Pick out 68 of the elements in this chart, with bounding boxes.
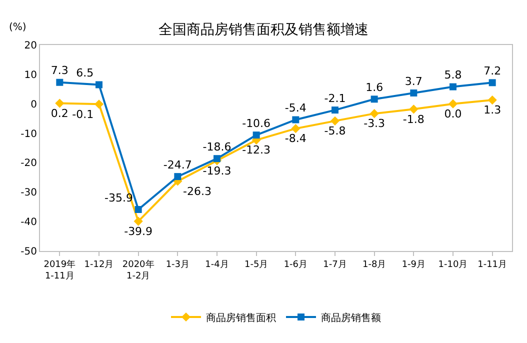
data-label: -0.1 bbox=[72, 108, 94, 121]
point bbox=[134, 216, 143, 226]
point bbox=[214, 155, 220, 162]
data-label: -12.3 bbox=[242, 144, 271, 157]
legend-label: 商品房销售额 bbox=[321, 312, 381, 324]
data-label: -3.3 bbox=[364, 117, 386, 130]
data-label: -10.6 bbox=[242, 116, 271, 130]
data-label: 1.3 bbox=[484, 104, 502, 117]
data-label: -18.6 bbox=[202, 140, 232, 154]
data-label: 6.5 bbox=[76, 66, 94, 80]
data-label: 0.0 bbox=[444, 107, 462, 120]
point bbox=[291, 124, 300, 134]
point bbox=[134, 206, 142, 214]
point bbox=[488, 95, 497, 105]
x-tick-label: 1-5月 bbox=[244, 260, 268, 270]
point bbox=[332, 106, 338, 114]
data-label: -5.4 bbox=[284, 102, 306, 115]
data-label: -39.9 bbox=[124, 224, 153, 238]
point bbox=[55, 98, 64, 108]
x-tick-label: 1-4月 bbox=[205, 260, 229, 270]
y-tick-label: -20 bbox=[20, 158, 37, 170]
point bbox=[370, 96, 378, 103]
point bbox=[330, 116, 340, 126]
x-tick-label: 1-7月 bbox=[323, 260, 347, 270]
chart-title: 全国商品房销售面积及销售额增速 bbox=[158, 22, 368, 38]
data-label: -24.7 bbox=[163, 158, 192, 172]
data-label: 7.3 bbox=[50, 64, 68, 78]
point bbox=[56, 78, 64, 86]
x-tick-label: 1-11月 bbox=[478, 260, 508, 270]
y-tick-label: -50 bbox=[20, 246, 37, 258]
x-tick-label: 1-10月 bbox=[438, 260, 468, 270]
point bbox=[488, 79, 496, 86]
point bbox=[94, 100, 104, 109]
data-label: -19.3 bbox=[202, 164, 232, 178]
x-tick-label: 2019年 1-11月 bbox=[44, 258, 76, 282]
data-label: -8.4 bbox=[284, 132, 306, 146]
y-tick-label: -30 bbox=[20, 188, 37, 199]
data-label: -2.1 bbox=[324, 92, 346, 105]
point bbox=[409, 104, 418, 114]
x-tick-label: 1-9月 bbox=[402, 260, 426, 270]
point bbox=[292, 116, 300, 124]
x-tick-label: 1-3月 bbox=[166, 260, 190, 270]
data-label: 5.8 bbox=[444, 68, 462, 82]
data-label: 1.6 bbox=[366, 81, 384, 94]
data-label: 7.2 bbox=[484, 64, 502, 78]
point bbox=[450, 83, 456, 90]
point bbox=[252, 132, 260, 139]
x-tick-label: 2020年 1-2月 bbox=[122, 258, 154, 282]
y-tick-label: 20 bbox=[24, 40, 37, 52]
data-label: -26.3 bbox=[183, 184, 212, 198]
x-tick-label: 1-8月 bbox=[362, 260, 386, 270]
y-tick-label: -10 bbox=[20, 128, 37, 140]
data-label: 3.7 bbox=[404, 74, 422, 88]
point bbox=[448, 99, 458, 108]
legend-label: 商品房销售面积 bbox=[206, 312, 276, 324]
point bbox=[174, 173, 182, 180]
y-tick-label: 10 bbox=[24, 70, 37, 81]
point bbox=[370, 109, 379, 118]
y-tick-label: 0 bbox=[30, 99, 37, 110]
x-tick-label: 1-12月 bbox=[84, 260, 114, 270]
data-label: -5.8 bbox=[324, 124, 346, 138]
data-label: -1.8 bbox=[402, 112, 424, 126]
y-tick-label: -40 bbox=[20, 217, 37, 228]
y-axis-title: (%) bbox=[9, 22, 26, 33]
point bbox=[96, 81, 102, 88]
point bbox=[410, 89, 418, 96]
x-tick-label: 1-6月 bbox=[284, 260, 308, 270]
data-label: 0.2 bbox=[50, 106, 68, 120]
